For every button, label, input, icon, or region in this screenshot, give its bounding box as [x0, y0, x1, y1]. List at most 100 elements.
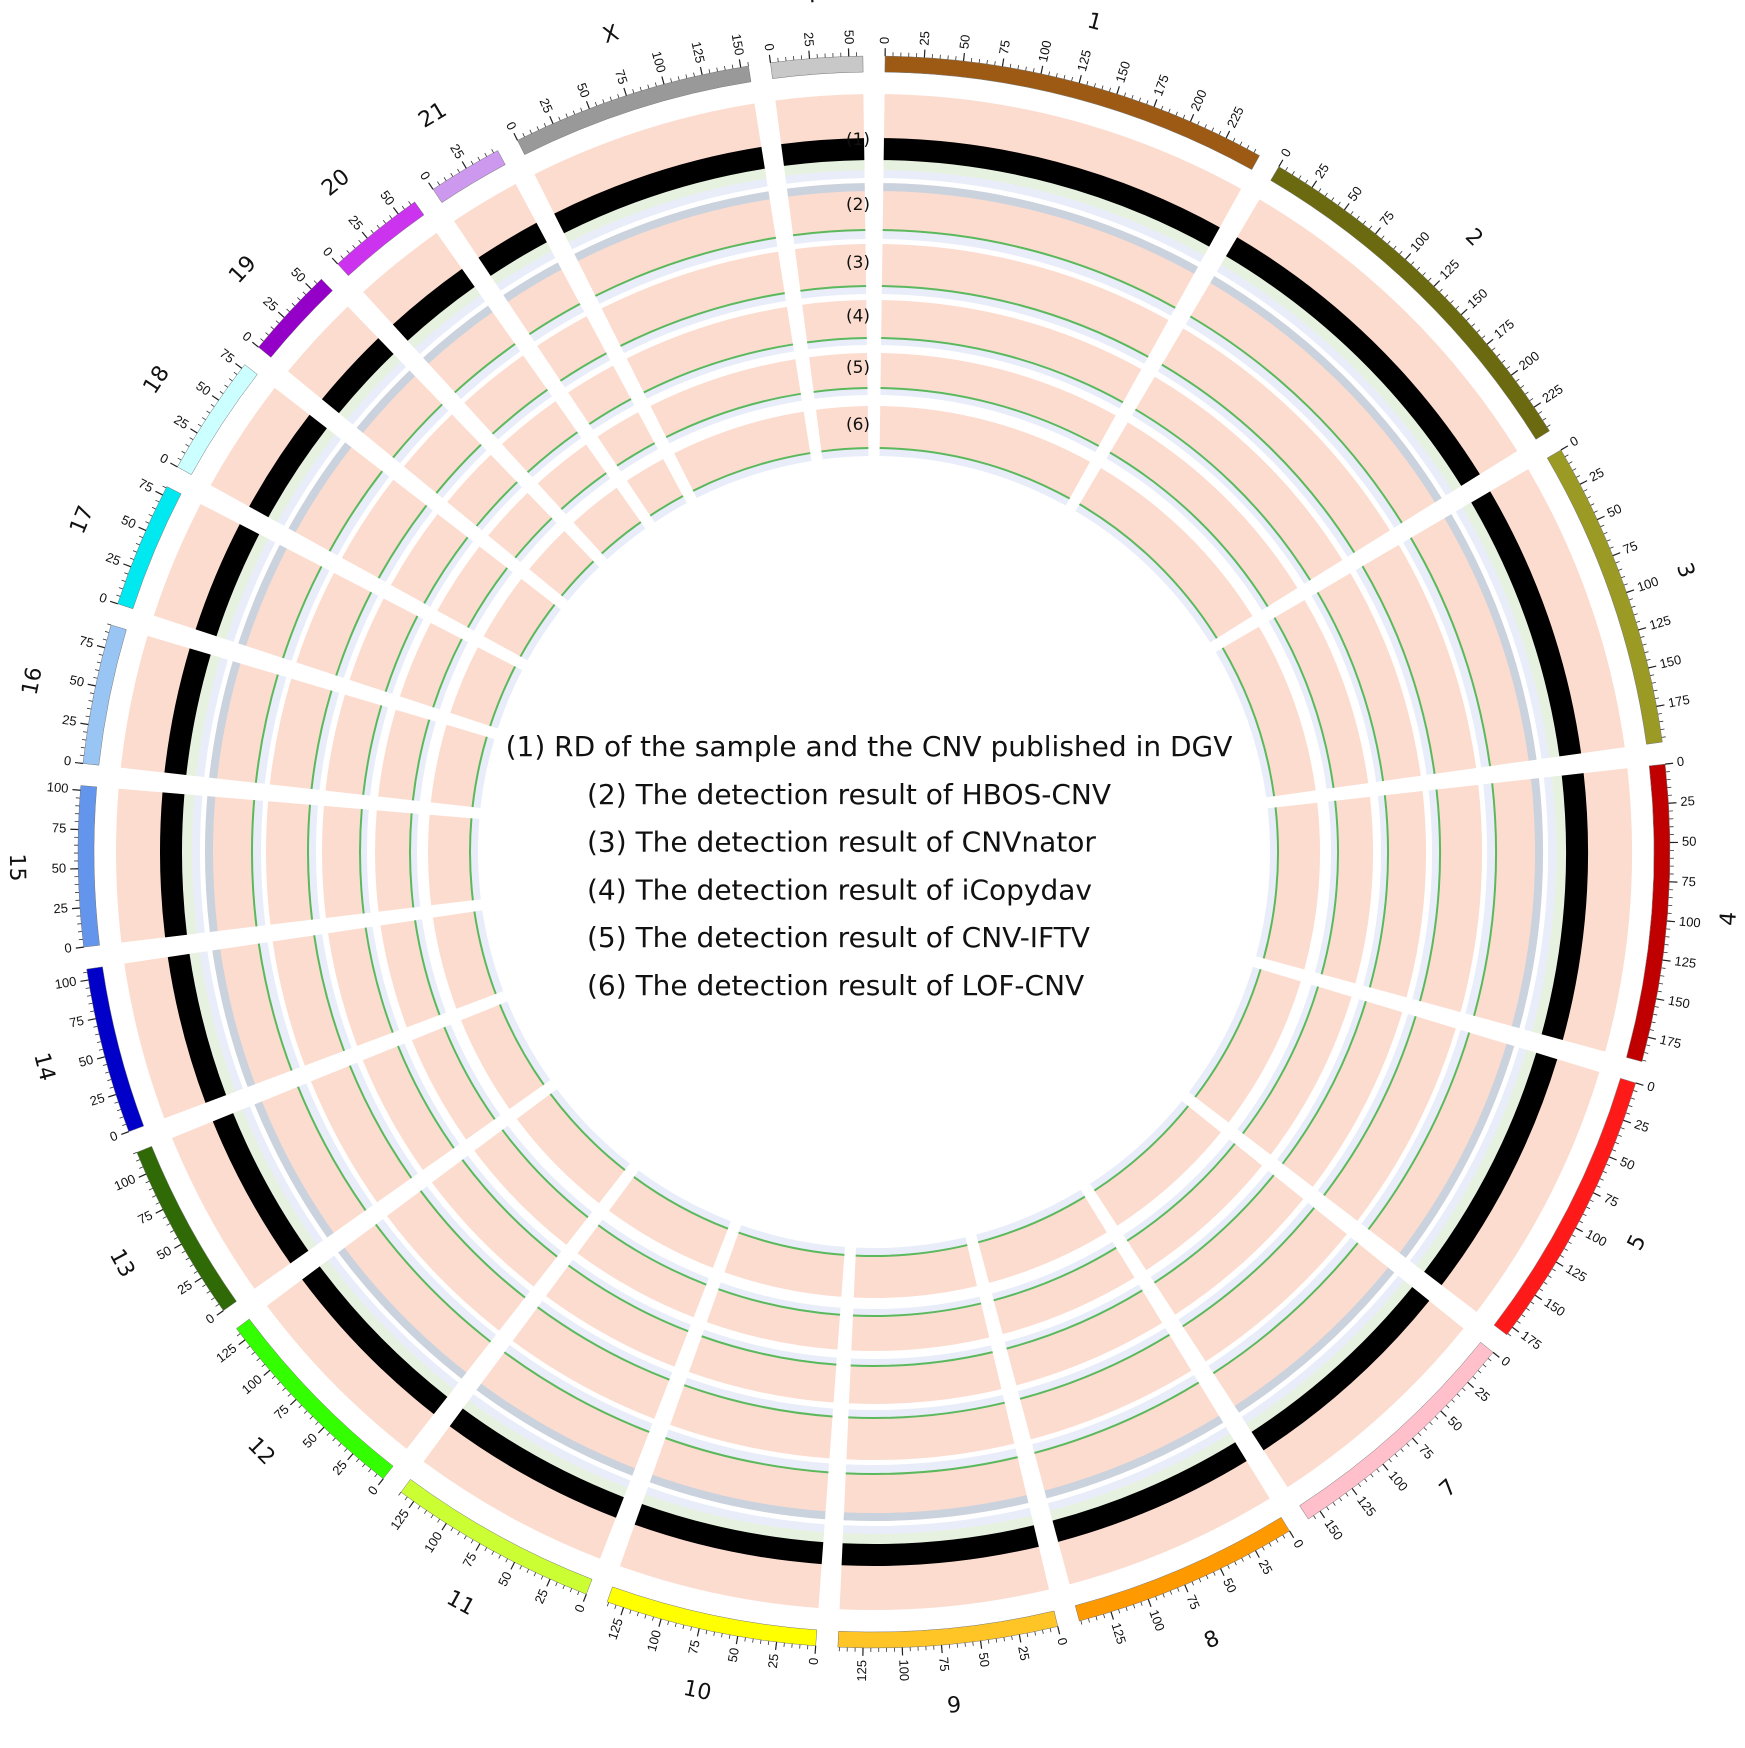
- minor-tick: [645, 1615, 646, 1619]
- minor-tick: [1624, 584, 1628, 585]
- major-tick: [1344, 203, 1349, 209]
- tick-label: 25: [345, 212, 366, 233]
- major-tick: [586, 101, 589, 108]
- minor-tick: [1652, 1022, 1656, 1023]
- minor-tick: [1339, 1498, 1341, 1501]
- minor-tick: [1650, 675, 1654, 676]
- major-tick: [76, 947, 84, 948]
- tick-label: 0: [108, 1128, 120, 1145]
- minor-tick: [211, 1298, 214, 1300]
- minor-tick: [1417, 267, 1420, 270]
- major-tick: [429, 183, 433, 190]
- minor-tick: [1163, 1594, 1164, 1598]
- minor-tick: [760, 1640, 761, 1644]
- minor-tick: [1407, 1444, 1410, 1447]
- minor-tick: [1445, 295, 1448, 298]
- minor-tick: [81, 747, 85, 748]
- minor-tick: [87, 996, 91, 997]
- minor-tick: [987, 60, 988, 64]
- minor-tick: [405, 1497, 407, 1500]
- minor-tick: [1088, 1619, 1089, 1623]
- minor-tick: [1299, 176, 1301, 179]
- tick-label: 100: [46, 779, 69, 796]
- major-tick: [88, 684, 96, 686]
- legend-line: (2) The detection result of HBOS-CNV: [587, 778, 1111, 811]
- minor-tick: [1451, 300, 1454, 303]
- minor-tick: [149, 1188, 153, 1190]
- major-tick: [1019, 1635, 1020, 1643]
- minor-tick: [1607, 540, 1611, 542]
- tick-label: 75: [1681, 874, 1696, 890]
- minor-tick: [1423, 272, 1426, 275]
- minor-tick: [86, 988, 90, 989]
- minor-tick: [458, 1532, 460, 1535]
- minor-tick: [314, 281, 317, 284]
- tick-label: 25: [104, 549, 123, 568]
- major-tick: [514, 133, 518, 140]
- minor-tick: [178, 458, 181, 460]
- minor-tick: [1198, 121, 1200, 125]
- minor-tick: [709, 69, 710, 73]
- tick-label: 0: [1498, 1353, 1513, 1369]
- major-tick: [155, 491, 162, 495]
- minor-tick: [724, 66, 725, 70]
- major-tick: [1556, 1262, 1563, 1266]
- tick-label: 25: [801, 32, 817, 48]
- major-tick: [1079, 75, 1081, 83]
- minor-tick: [1634, 614, 1638, 615]
- tick-label: 100: [1583, 1226, 1609, 1249]
- minor-tick: [252, 1352, 255, 1355]
- minor-tick: [1440, 289, 1443, 292]
- major-tick: [318, 1427, 324, 1433]
- minor-tick: [559, 117, 561, 121]
- minor-tick: [1618, 569, 1622, 570]
- minor-tick: [130, 558, 134, 559]
- minor-tick: [287, 309, 290, 312]
- major-tick: [108, 1095, 116, 1097]
- minor-tick: [652, 1617, 653, 1621]
- minor-tick: [1219, 131, 1221, 135]
- minor-tick: [1081, 1621, 1082, 1625]
- minor-tick: [107, 1080, 111, 1081]
- minor-tick: [1119, 1610, 1120, 1614]
- major-tick: [1665, 763, 1673, 764]
- minor-tick: [1507, 366, 1510, 368]
- minor-tick: [745, 1638, 746, 1642]
- minor-tick: [82, 739, 86, 740]
- chromosome-label: 1: [1085, 8, 1105, 36]
- tick-label: 25: [1587, 464, 1607, 484]
- minor-tick: [107, 624, 111, 625]
- minor-tick: [1176, 112, 1178, 116]
- major-tick: [776, 1642, 777, 1650]
- minor-tick: [299, 1405, 302, 1408]
- tick-label: 150: [729, 33, 747, 57]
- tick-label: 50: [288, 264, 309, 285]
- minor-tick: [1618, 1135, 1622, 1136]
- minor-tick: [353, 245, 356, 248]
- minor-tick: [1600, 1179, 1604, 1181]
- minor-tick: [114, 1102, 118, 1103]
- tick-label: 175: [1150, 72, 1172, 98]
- minor-tick: [83, 972, 87, 973]
- major-tick: [809, 51, 810, 59]
- minor-tick: [556, 1582, 558, 1586]
- chromosome-label: 19: [224, 251, 261, 289]
- major-tick: [1320, 1511, 1324, 1518]
- major-tick: [195, 1278, 202, 1282]
- minor-tick: [207, 411, 210, 413]
- minor-tick: [1641, 636, 1645, 637]
- minor-tick: [202, 1285, 205, 1287]
- minor-tick: [341, 256, 344, 259]
- chromosome-arc: [1626, 764, 1670, 1062]
- minor-tick: [304, 1411, 307, 1414]
- minor-tick: [1655, 698, 1659, 699]
- minor-tick: [1631, 1098, 1635, 1099]
- minor-tick: [1547, 425, 1550, 427]
- minor-tick: [541, 1576, 543, 1580]
- major-tick: [1376, 228, 1381, 234]
- minor-tick: [694, 73, 695, 77]
- minor-tick: [1492, 348, 1495, 351]
- minor-tick: [478, 157, 480, 160]
- chromosome-arc: [78, 786, 100, 948]
